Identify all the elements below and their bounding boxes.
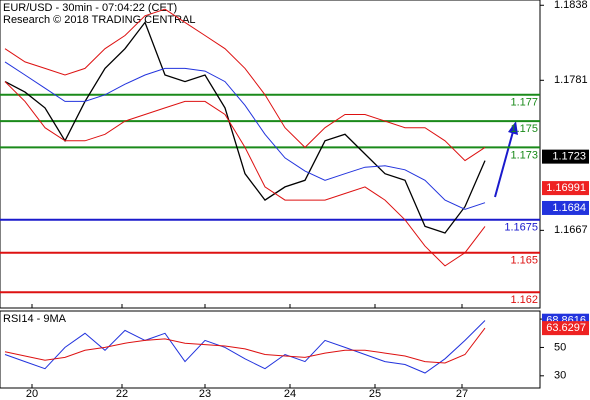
y-tick-label: 1.1781 xyxy=(554,74,588,86)
value-marker xyxy=(542,200,589,215)
level-label: 1.1675 xyxy=(504,222,538,234)
chart-subtitle: Research © 2018 TRADING CENTRAL xyxy=(3,14,196,26)
y-tick-label: 50 xyxy=(554,341,566,353)
price-panel xyxy=(0,0,541,309)
x-tick-label: 20 xyxy=(26,388,38,400)
rsi-panel xyxy=(0,310,541,389)
y-tick-label: 1.1838 xyxy=(554,0,588,11)
value-marker-label: 1.16991 xyxy=(546,182,586,194)
series-line xyxy=(4,81,486,267)
projection-arrow xyxy=(494,127,515,198)
x-tick-label: 22 xyxy=(116,388,128,400)
series-line xyxy=(4,327,486,364)
y-tick-label: 30 xyxy=(554,370,566,382)
x-tick-label: 25 xyxy=(369,388,381,400)
level-label: 1.162 xyxy=(510,294,538,306)
value-marker-label: 63.6297 xyxy=(546,322,586,334)
series-line xyxy=(4,8,486,162)
x-tick-label: 24 xyxy=(284,388,296,400)
value-marker-label: 1.1684 xyxy=(552,202,586,214)
chart-title: EUR/USD - 30min - 07:04:22 (CET) xyxy=(3,2,177,14)
x-tick-label: 27 xyxy=(456,388,468,400)
series-line xyxy=(4,61,486,210)
level-label: 1.175 xyxy=(510,123,538,135)
x-tick-label: 23 xyxy=(199,388,211,400)
value-marker xyxy=(542,149,589,164)
level-label: 1.177 xyxy=(510,97,538,109)
series-line xyxy=(4,320,486,374)
value-marker-label: 1.1723 xyxy=(552,151,586,163)
value-marker xyxy=(542,321,589,336)
projection-arrow-head xyxy=(508,121,518,135)
level-label: 1.165 xyxy=(510,255,538,267)
value-marker xyxy=(542,181,589,196)
rsi-title: RSI14 - 9MA xyxy=(3,313,67,325)
level-label: 1.173 xyxy=(510,149,538,161)
y-tick-label: 1.1667 xyxy=(554,224,588,236)
